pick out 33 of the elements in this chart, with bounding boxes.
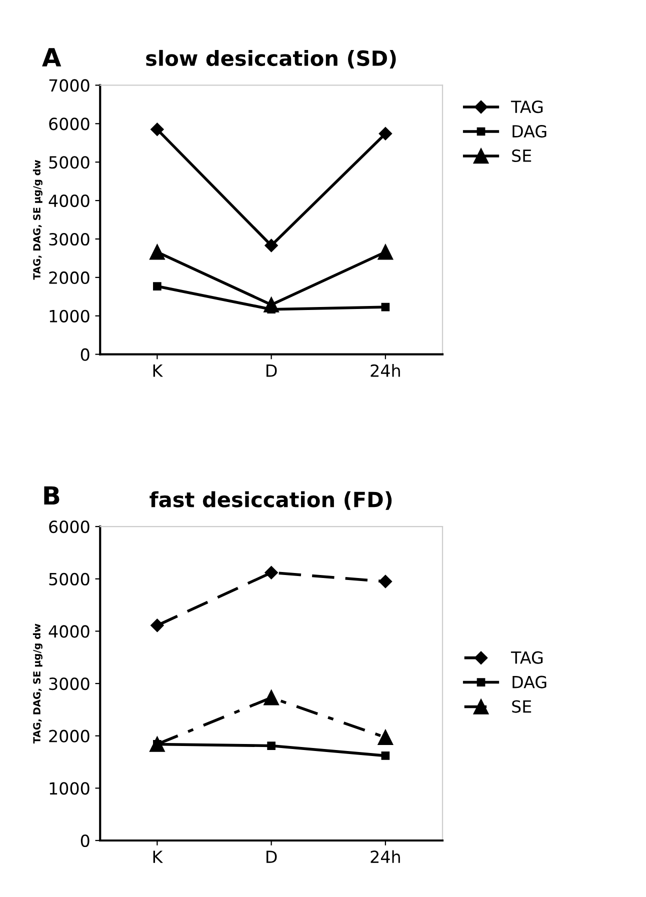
y-tick-label: 0 <box>80 348 90 361</box>
x-tick-label: D <box>266 364 277 377</box>
y-axis-title: TAG, DAG, SE µg/g dw <box>32 160 42 280</box>
y-tick-label: 5000 <box>49 156 90 169</box>
y-tick-label: 2000 <box>49 730 90 742</box>
x-tick-label: 24h <box>370 850 400 863</box>
y-tick-label: 4000 <box>48 625 90 638</box>
y-tick-label: 0 <box>80 834 90 848</box>
y-tick-label: 7000 <box>49 79 90 92</box>
chart-title: slow desiccation (SD) <box>146 50 396 69</box>
y-tick-label: 1000 <box>50 782 90 795</box>
y-tick-label: 6000 <box>49 520 90 534</box>
y-tick-label: 3000 <box>49 677 90 690</box>
y-tick-label: 5000 <box>49 572 90 586</box>
x-tick-label: K <box>153 850 164 863</box>
legend-label: DAG <box>512 124 546 138</box>
legend-label: SE <box>512 700 532 713</box>
legend-label: TAG <box>510 100 543 114</box>
y-tick-label: 3000 <box>49 232 90 246</box>
x-tick-label: 24h <box>370 364 400 377</box>
y-tick-label: 2000 <box>49 271 90 284</box>
text: A <box>42 48 62 66</box>
y-tick-label: 4000 <box>48 194 90 208</box>
text: B <box>44 486 60 505</box>
chart-title: fast desiccation (FD) <box>150 491 392 510</box>
x-tick-label: D <box>266 850 277 863</box>
legend-label: SE <box>512 149 532 162</box>
y-tick-label: 1000 <box>50 310 90 322</box>
x-tick-label: K <box>153 364 164 377</box>
y-axis-title: TAG, DAG, SE µg/g dw <box>32 624 42 744</box>
legend-label: TAG <box>510 651 543 664</box>
legend-label: DAG <box>512 676 546 688</box>
y-tick-label: 6000 <box>49 118 90 130</box>
